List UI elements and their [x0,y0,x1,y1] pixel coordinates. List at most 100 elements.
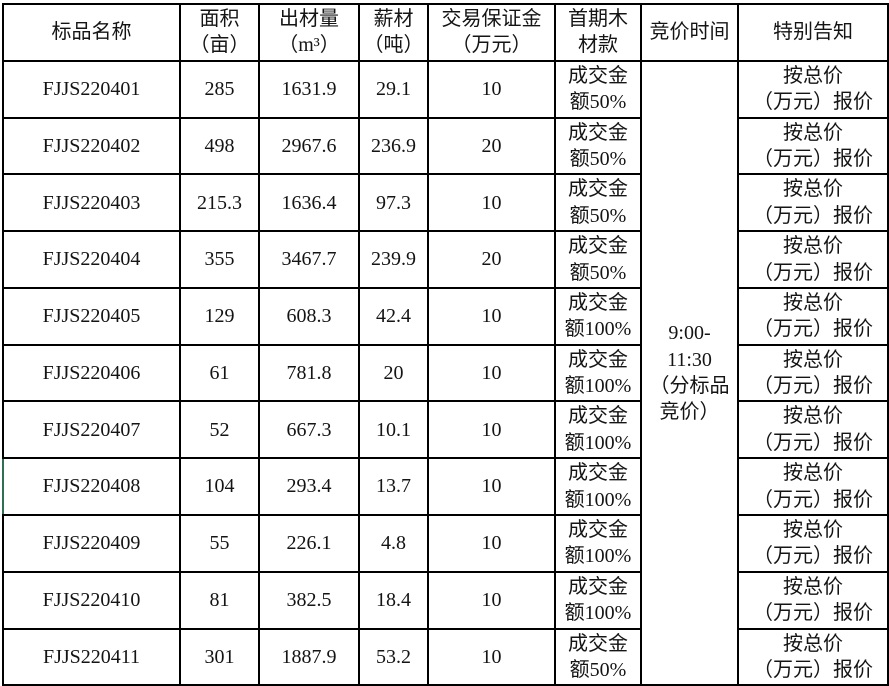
cell-area: 215.3 [179,173,260,233]
table-row: FJJS220408 104 293.4 13.7 10 成交金 额100% 按… [2,457,889,517]
cell-special-note: 按总价 （万元）报价 [737,400,889,460]
header-row: 标品名称 面积 （亩） 出材量 （m³） 薪材 （吨） 交易保证金 （万元） 首… [2,3,889,62]
col-header-first-payment: 首期木 材款 [554,3,642,62]
cell-item-name: FJJS220408 [2,457,181,517]
cell-deposit: 10 [427,457,556,517]
cell-item-name: FJJS220409 [2,514,181,573]
cell-deposit: 10 [427,173,556,233]
cell-volume: 781.8 [258,343,360,403]
col-header-special-note: 特别告知 [737,3,889,62]
cell-firewood: 236.9 [358,116,429,176]
cell-firewood: 97.3 [358,173,429,233]
col-header-item-name: 标品名称 [2,3,181,62]
cell-deposit: 10 [427,400,556,460]
cell-volume: 1887.9 [258,627,360,686]
cell-volume: 293.4 [258,457,360,517]
cell-deposit: 20 [427,230,556,289]
cell-item-name: FJJS220410 [2,570,181,630]
cell-special-note: 按总价 （万元）报价 [737,59,889,119]
cell-first-payment: 成交金 额100% [554,343,642,403]
cell-item-name: FJJS220405 [2,286,181,346]
cell-item-name: FJJS220404 [2,230,181,289]
cell-item-name: FJJS220407 [2,400,181,460]
cell-firewood: 10.1 [358,400,429,460]
cell-area: 355 [179,230,260,289]
cell-first-payment: 成交金 额50% [554,59,642,119]
cell-area: 498 [179,116,260,176]
cell-firewood: 20 [358,343,429,403]
cell-deposit: 10 [427,570,556,630]
cell-item-name: FJJS220411 [2,627,181,686]
cell-firewood: 239.9 [358,230,429,289]
auction-lots-table: 标品名称 面积 （亩） 出材量 （m³） 薪材 （吨） 交易保证金 （万元） 首… [2,3,889,686]
table-row: FJJS220406 61 781.8 20 10 成交金 额100% 按总价 … [2,343,889,403]
cell-volume: 382.5 [258,570,360,630]
cell-special-note: 按总价 （万元）报价 [737,457,889,517]
cell-volume: 667.3 [258,400,360,460]
cell-item-name: FJJS220402 [2,116,181,176]
table-header: 标品名称 面积 （亩） 出材量 （m³） 薪材 （吨） 交易保证金 （万元） 首… [2,3,889,62]
cell-volume: 1636.4 [258,173,360,233]
table-row: FJJS220401 285 1631.9 29.1 10 成交金 额50% 9… [2,59,889,686]
cell-area: 61 [179,343,260,403]
cell-first-payment: 成交金 额100% [554,570,642,630]
table-row: FJJS220409 55 226.1 4.8 10 成交金 额100% 按总价… [2,514,889,573]
cell-first-payment: 成交金 额100% [554,400,642,460]
cell-special-note: 按总价 （万元）报价 [737,343,889,403]
cell-item-name: FJJS220403 [2,173,181,233]
cell-area: 129 [179,286,260,346]
cell-deposit: 10 [427,627,556,686]
cell-deposit: 10 [427,286,556,346]
cell-special-note: 按总价 （万元）报价 [737,514,889,573]
cell-firewood: 18.4 [358,570,429,630]
cell-volume: 1631.9 [258,59,360,119]
cell-deposit: 20 [427,116,556,176]
cell-bid-time-merged: 9:00- 11:30 （分标品 竞价） [640,59,739,686]
col-header-deposit: 交易保证金 （万元） [427,3,556,62]
cell-special-note: 按总价 （万元）报价 [737,570,889,630]
table-row: FJJS220403 215.3 1636.4 97.3 10 成交金 额50%… [2,173,889,233]
table-row: FJJS220407 52 667.3 10.1 10 成交金 额100% 按总… [2,400,889,460]
cell-item-name: FJJS220401 [2,59,181,119]
document-page: 标品名称 面积 （亩） 出材量 （m³） 薪材 （吨） 交易保证金 （万元） 首… [2,3,889,686]
cell-first-payment: 成交金 额50% [554,173,642,233]
cell-deposit: 10 [427,59,556,119]
table-row: FJJS220402 498 2967.6 236.9 20 成交金 额50% … [2,116,889,176]
cell-first-payment: 成交金 额50% [554,627,642,686]
table-row: FJJS220404 355 3467.7 239.9 20 成交金 额50% … [2,230,889,289]
cell-volume: 2967.6 [258,116,360,176]
table-row: FJJS220405 129 608.3 42.4 10 成交金 额100% 按… [2,286,889,346]
col-header-firewood: 薪材 （吨） [358,3,429,62]
cell-volume: 3467.7 [258,230,360,289]
cell-firewood: 53.2 [358,627,429,686]
cell-first-payment: 成交金 额50% [554,116,642,176]
cell-firewood: 42.4 [358,286,429,346]
cell-special-note: 按总价 （万元）报价 [737,286,889,346]
cell-area: 52 [179,400,260,460]
cell-first-payment: 成交金 额100% [554,286,642,346]
cell-area: 81 [179,570,260,630]
table-row: FJJS220411 301 1887.9 53.2 10 成交金 额50% 按… [2,627,889,686]
cell-firewood: 29.1 [358,59,429,119]
cell-special-note: 按总价 （万元）报价 [737,230,889,289]
cell-volume: 226.1 [258,514,360,573]
cell-special-note: 按总价 （万元）报价 [737,116,889,176]
cell-first-payment: 成交金 额50% [554,230,642,289]
cell-area: 104 [179,457,260,517]
cell-first-payment: 成交金 额100% [554,514,642,573]
cell-first-payment: 成交金 额100% [554,457,642,517]
cell-area: 285 [179,59,260,119]
cell-special-note: 按总价 （万元）报价 [737,627,889,686]
table-body: FJJS220401 285 1631.9 29.1 10 成交金 额50% 9… [2,59,889,686]
table-row: FJJS220410 81 382.5 18.4 10 成交金 额100% 按总… [2,570,889,630]
cell-item-name: FJJS220406 [2,343,181,403]
cell-deposit: 10 [427,514,556,573]
cell-deposit: 10 [427,343,556,403]
cell-area: 55 [179,514,260,573]
cell-special-note: 按总价 （万元）报价 [737,173,889,233]
cell-volume: 608.3 [258,286,360,346]
cell-area: 301 [179,627,260,686]
col-header-bid-time: 竞价时间 [640,3,739,62]
col-header-volume: 出材量 （m³） [258,3,360,62]
cell-firewood: 4.8 [358,514,429,573]
